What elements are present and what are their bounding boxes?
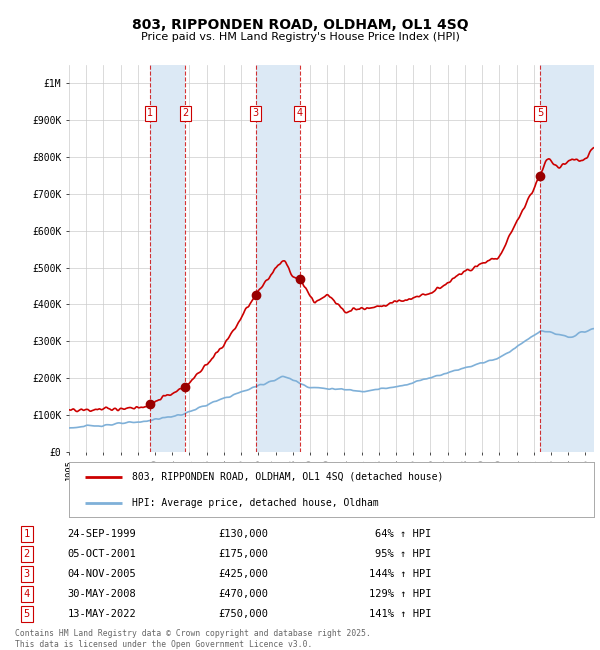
Text: 13-MAY-2022: 13-MAY-2022 — [67, 610, 136, 619]
Text: 5: 5 — [23, 610, 29, 619]
Text: 24-SEP-1999: 24-SEP-1999 — [67, 529, 136, 539]
Text: £175,000: £175,000 — [218, 549, 268, 559]
Text: Contains HM Land Registry data © Crown copyright and database right 2025.
This d: Contains HM Land Registry data © Crown c… — [15, 629, 371, 649]
Text: 3: 3 — [253, 109, 259, 118]
Text: 4: 4 — [297, 109, 303, 118]
Text: HPI: Average price, detached house, Oldham: HPI: Average price, detached house, Oldh… — [132, 498, 379, 508]
Text: £130,000: £130,000 — [218, 529, 268, 539]
Text: 2: 2 — [182, 109, 188, 118]
Text: 141% ↑ HPI: 141% ↑ HPI — [368, 610, 431, 619]
Text: 1: 1 — [23, 529, 29, 539]
Text: 803, RIPPONDEN ROAD, OLDHAM, OL1 4SQ: 803, RIPPONDEN ROAD, OLDHAM, OL1 4SQ — [131, 18, 469, 32]
Text: £750,000: £750,000 — [218, 610, 268, 619]
Text: 5: 5 — [537, 109, 543, 118]
Text: 4: 4 — [23, 589, 29, 599]
Text: £425,000: £425,000 — [218, 569, 268, 578]
Text: £470,000: £470,000 — [218, 589, 268, 599]
Text: 144% ↑ HPI: 144% ↑ HPI — [368, 569, 431, 578]
Text: 803, RIPPONDEN ROAD, OLDHAM, OL1 4SQ (detached house): 803, RIPPONDEN ROAD, OLDHAM, OL1 4SQ (de… — [132, 472, 443, 482]
Text: 30-MAY-2008: 30-MAY-2008 — [67, 589, 136, 599]
Text: 64% ↑ HPI: 64% ↑ HPI — [375, 529, 431, 539]
Text: 04-NOV-2005: 04-NOV-2005 — [67, 569, 136, 578]
Bar — [151, 65, 185, 452]
Text: 3: 3 — [23, 569, 29, 578]
Text: 129% ↑ HPI: 129% ↑ HPI — [368, 589, 431, 599]
Text: Price paid vs. HM Land Registry's House Price Index (HPI): Price paid vs. HM Land Registry's House … — [140, 32, 460, 42]
Bar — [256, 65, 300, 452]
Text: 95% ↑ HPI: 95% ↑ HPI — [375, 549, 431, 559]
Text: 05-OCT-2001: 05-OCT-2001 — [67, 549, 136, 559]
Bar — [540, 65, 594, 452]
Text: 1: 1 — [148, 109, 154, 118]
Text: 2: 2 — [23, 549, 29, 559]
